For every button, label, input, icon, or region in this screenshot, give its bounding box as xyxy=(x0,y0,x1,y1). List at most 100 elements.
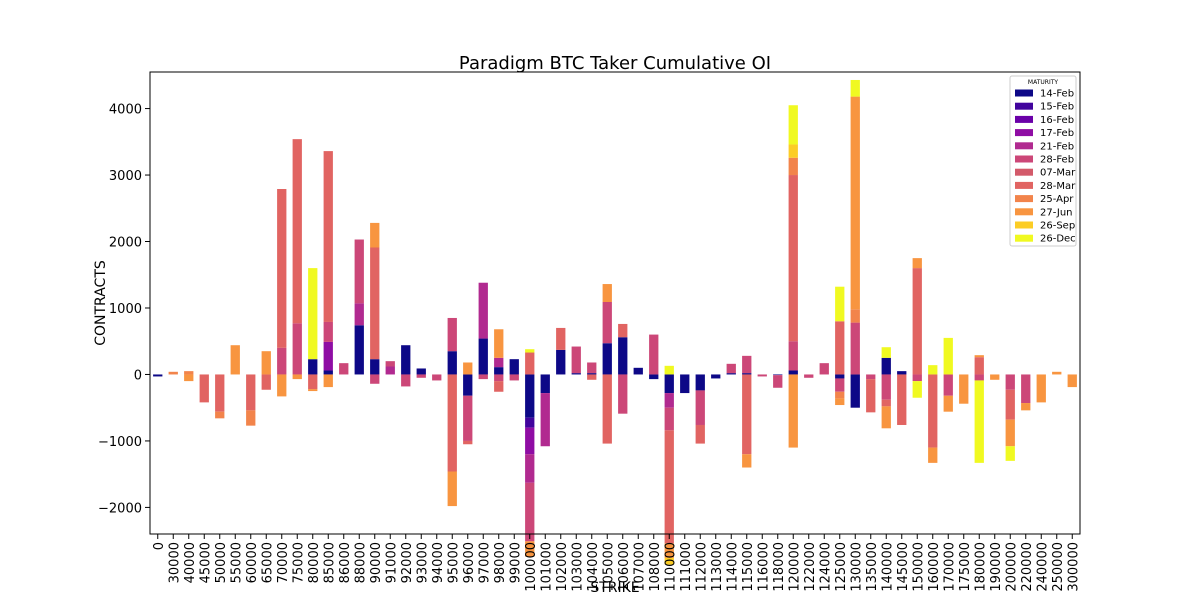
bar-segment-130000-28-Feb xyxy=(850,322,860,375)
bar-segment-96000-28-Mar xyxy=(463,440,473,445)
x-tick-label: 180000 xyxy=(973,542,988,592)
x-tick-label: 60000 xyxy=(245,542,260,583)
bar-segment-75000-27-Jun xyxy=(292,374,302,380)
x-tick-label: 99000 xyxy=(508,542,523,583)
bar-segment-150000-28-Feb xyxy=(912,374,922,382)
bar-segment-105000-28-Mar xyxy=(602,374,612,444)
x-tick-label: 114000 xyxy=(725,542,740,592)
bar-segment-70000-28-Feb xyxy=(277,347,287,375)
bar-segment-113000-14-Feb xyxy=(711,374,721,379)
bar-segment-145000-28-Mar xyxy=(897,374,907,425)
bar-segment-97000-21-Feb xyxy=(478,282,488,339)
x-tick-label: 107000 xyxy=(632,542,647,592)
bar-segment-0-14-Feb xyxy=(153,374,163,377)
bar-segment-96000-14-Feb xyxy=(463,374,473,396)
bar-segment-65000-28-Mar xyxy=(261,374,271,390)
bar-segment-140000-27-Jun xyxy=(881,406,891,429)
bar-segment-118000-14-Feb xyxy=(773,374,783,376)
bar-segment-200000-27-Jun xyxy=(1005,419,1015,447)
legend-items: 14-Feb 15-Feb 16-Feb 17-Feb 21-Feb 28-Feb 07-M… xyxy=(1015,89,1076,245)
x-tick-label: 112000 xyxy=(694,542,709,592)
x-tick-label: 113000 xyxy=(710,542,725,592)
bar-segment-90000-28-Feb xyxy=(370,374,380,384)
bar-segment-105000-14-Feb xyxy=(602,343,612,375)
x-tick-label: 116000 xyxy=(756,542,771,592)
bar-segment-110000-27-Jun xyxy=(664,543,674,558)
bar-segment-100000-28-Feb xyxy=(525,482,535,542)
bar-segment-110000-21-Feb xyxy=(664,393,674,408)
bar-segment-106000-28-Mar xyxy=(618,323,628,338)
bar-segment-90000-28-Mar xyxy=(370,247,380,360)
legend: MATURITY 14-Feb 15-Feb 16-Feb 17-Feb 21-Feb 2… xyxy=(1009,75,1077,247)
x-tick-label: 240000 xyxy=(1035,542,1050,592)
bar-segment-95000-28-Mar xyxy=(447,374,457,472)
legend-swatch xyxy=(1015,115,1033,123)
legend-label: 15-Feb xyxy=(1040,102,1074,113)
bar-segment-80000-27-Jun xyxy=(308,389,318,392)
bar-segment-107000-14-Feb xyxy=(633,367,643,375)
x-tick-label: 124000 xyxy=(818,542,833,592)
x-tick-label: 135000 xyxy=(865,542,880,592)
chart-title: Paradigm BTC Taker Cumulative OI xyxy=(459,53,771,74)
bar-segment-85000-28-Mar xyxy=(323,151,333,322)
x-tick-label: 145000 xyxy=(896,542,911,592)
bar-segment-100000-17-Feb xyxy=(525,427,535,455)
bar-segment-106000-28-Feb xyxy=(618,374,628,414)
x-tick-label: 105000 xyxy=(601,542,616,592)
bar-segment-85000-14-Feb xyxy=(323,370,333,375)
x-tick-label: 200000 xyxy=(1004,542,1019,592)
bar-segment-70000-28-Mar xyxy=(277,189,287,348)
legend-label: 26-Dec xyxy=(1040,234,1076,245)
bar-segment-104000-28-Feb xyxy=(587,362,597,374)
bar-segment-220000-27-Jun xyxy=(1021,403,1031,411)
bar-segment-98000-28-Mar xyxy=(494,381,504,392)
y-tick-label: −1000 xyxy=(98,435,142,450)
bar-segment-250000-27-Jun xyxy=(1052,371,1062,375)
bar-segment-125000-25-Apr xyxy=(835,391,845,399)
x-tick-label: 160000 xyxy=(927,542,942,592)
x-tick-label: 50000 xyxy=(214,542,229,583)
bar-segment-125000-28-Feb xyxy=(835,378,845,392)
x-tick-label: 85000 xyxy=(322,542,337,583)
legend-label: 26-Sep xyxy=(1040,221,1075,232)
bar-segment-125000-26-Dec xyxy=(835,286,845,322)
legend-label: 21-Feb xyxy=(1040,141,1074,152)
bar-segment-30000-25-Apr xyxy=(168,371,178,375)
x-tick-label: 92000 xyxy=(400,542,415,583)
bars-group xyxy=(153,79,1077,565)
legend-label: 27-Jun xyxy=(1040,207,1073,218)
bar-segment-160000-28-Mar xyxy=(928,374,938,448)
bar-segment-112000-28-Feb xyxy=(695,390,705,425)
x-tick-label: 93000 xyxy=(415,542,430,583)
x-tick-label: 250000 xyxy=(1051,542,1066,592)
bar-segment-104000-28-Mar xyxy=(587,374,597,380)
bar-segment-103000-14-Feb xyxy=(571,373,581,375)
legend-swatch xyxy=(1015,208,1033,216)
bar-segment-88000-14-Feb xyxy=(354,325,364,375)
plot-area-frame xyxy=(149,71,1081,535)
bar-segment-108000-14-Feb xyxy=(649,374,659,380)
x-tick-label: 103000 xyxy=(570,542,585,592)
legend-label: 25-Apr xyxy=(1040,194,1074,205)
bar-segment-101000-14-Feb xyxy=(540,374,550,394)
legend-swatch xyxy=(1015,89,1033,97)
bar-segment-114000-28-Feb xyxy=(726,363,736,374)
legend-swatch xyxy=(1015,195,1033,203)
bar-segment-130000-25-Apr xyxy=(850,309,860,323)
bar-segment-140000-26-Dec xyxy=(881,347,891,358)
bar-segment-125000-28-Mar xyxy=(835,321,845,375)
bar-segment-118000-28-Feb xyxy=(773,375,783,388)
bar-segment-180000-27-Jun xyxy=(974,355,984,358)
x-tick-label: 30000 xyxy=(167,542,182,583)
x-tick-label: 100000 xyxy=(524,542,539,592)
bar-segment-40000-25-Apr xyxy=(184,371,194,375)
bar-segment-93000-28-Feb xyxy=(416,374,426,378)
bar-segment-120000-25-Apr xyxy=(788,157,798,176)
bar-segment-80000-28-Mar xyxy=(308,374,318,390)
bar-segment-140000-28-Feb xyxy=(881,374,891,400)
x-tick-label: 125000 xyxy=(834,542,849,592)
bar-segment-124000-28-Feb xyxy=(819,363,829,375)
bar-segment-200000-28-Mar xyxy=(1005,389,1015,420)
